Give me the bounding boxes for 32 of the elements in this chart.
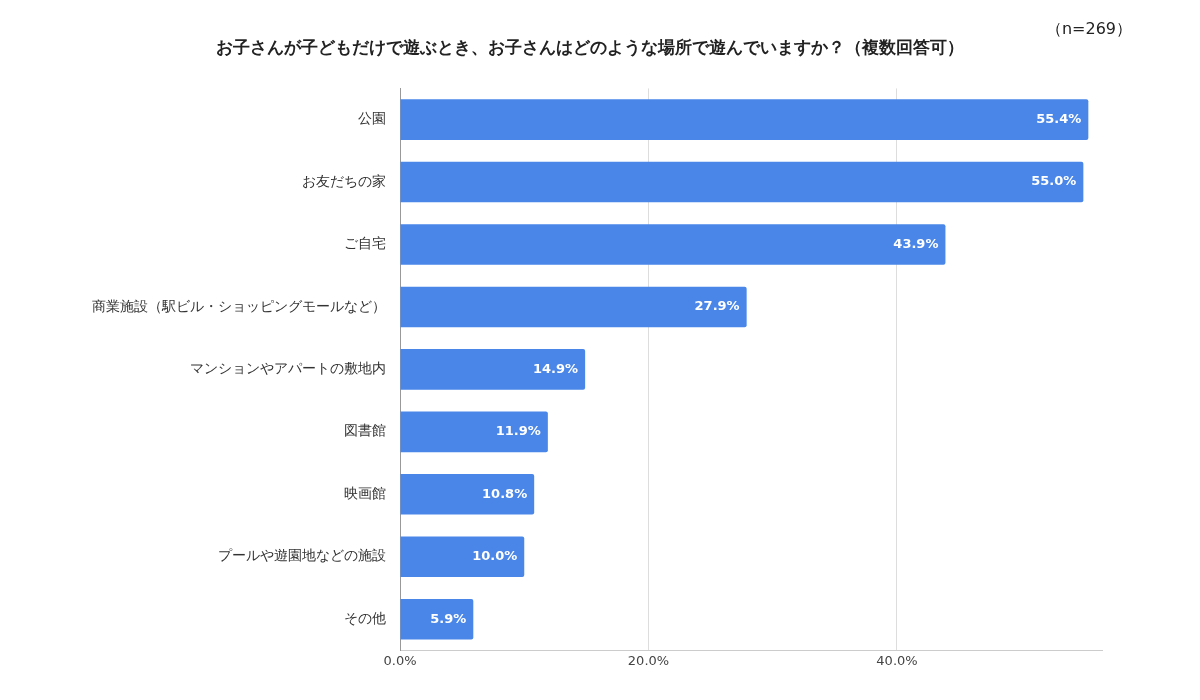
y-tick-label: 映画館: [344, 484, 386, 501]
chart-title: お子さんが子どもだけで遊ぶとき、お子さんはどのような場所で遊んでいますか？（複数回答可）: [216, 36, 964, 57]
x-tick-label: 40.0%: [876, 652, 918, 668]
data-label: 11.9%: [495, 423, 541, 439]
bar: [400, 224, 946, 265]
data-label: 55.4%: [1036, 111, 1082, 126]
bar: [400, 411, 548, 453]
bar: [400, 349, 586, 390]
y-tick-label: プールや遊園地などの施設: [218, 547, 386, 564]
y-tick-label: お友だちの家: [302, 172, 386, 189]
y-tick-label: 公園: [358, 110, 386, 127]
bar: [400, 598, 474, 640]
data-label: 10.0%: [472, 548, 518, 564]
y-tick-label: 商業施設（駅ビル・ショッピングモールなど）: [92, 297, 386, 314]
data-label: 10.8%: [482, 485, 528, 501]
data-label: 55.0%: [1031, 173, 1077, 189]
data-label: 14.9%: [533, 360, 579, 376]
bar: [400, 473, 535, 515]
y-tick-label: ご自宅: [344, 235, 386, 252]
y-tick-label: その他: [344, 609, 386, 626]
x-tick-label: 0.0%: [383, 652, 417, 668]
data-label: 43.9%: [893, 235, 939, 251]
bar: [400, 99, 1089, 140]
data-label: 27.9%: [694, 298, 740, 314]
bar: [400, 161, 1084, 203]
data-label: 5.9%: [430, 610, 467, 626]
y-tick-label: 図書館: [344, 422, 386, 439]
bar: [400, 286, 747, 328]
x-tick-label: 20.0%: [627, 652, 670, 668]
y-tick-label: マンションやアパートの敷地内: [190, 360, 386, 377]
bar: [400, 536, 525, 578]
text: （n=269）: [1045, 19, 1132, 39]
